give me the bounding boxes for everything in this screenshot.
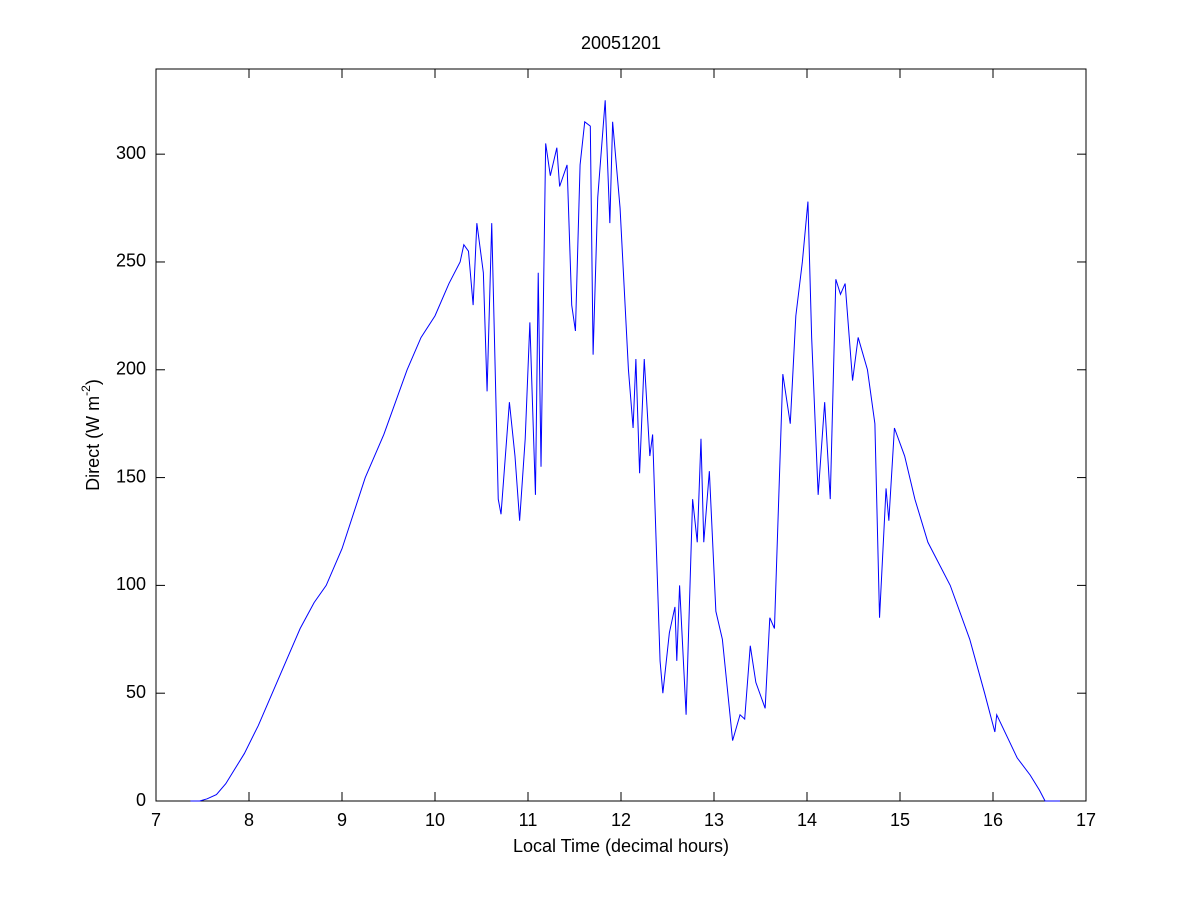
y-tick-label: 250 [116,251,146,271]
data-line [190,100,1060,802]
y-tick-label: 50 [126,682,146,702]
x-tick-label: 12 [611,810,631,830]
x-axis-label: Local Time (decimal hours) [513,836,729,856]
x-tick-label: 17 [1076,810,1096,830]
x-tick-label: 16 [983,810,1003,830]
chart-title: 20051201 [581,33,661,53]
x-tick-label: 8 [244,810,254,830]
y-label-suffix: ) [83,379,103,385]
y-tick-label: 0 [136,790,146,810]
x-tick-label: 10 [425,810,445,830]
x-tick-label: 7 [151,810,161,830]
y-tick-label: 100 [116,574,146,594]
y-axis-label: Direct (W m-2) [79,379,103,491]
x-tick-label: 15 [890,810,910,830]
y-label-text: Direct (W m [83,396,103,491]
y-label-sup: -2 [79,385,93,396]
y-tick-label: 300 [116,143,146,163]
y-tick-label: 200 [116,359,146,379]
x-tick-label: 14 [797,810,817,830]
x-tick-label: 11 [519,810,538,830]
y-tick-label: 150 [116,466,146,486]
x-tick-label: 13 [704,810,724,830]
x-tick-label: 9 [337,810,347,830]
